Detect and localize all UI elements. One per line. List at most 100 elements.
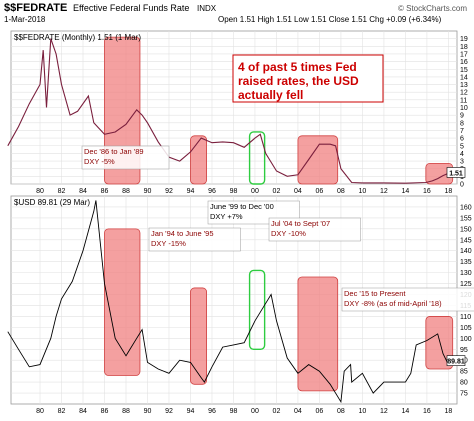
annotation-text: DXY -5% — [84, 157, 115, 166]
last-value-badge — [446, 167, 466, 178]
top-panel-legend: $$FEDRATE (Monthly) 1.51 (1 Mar) — [14, 33, 141, 42]
x-tick-label: 12 — [380, 188, 388, 195]
y-tick-label: 5 — [460, 143, 464, 150]
x-tick-label: 98 — [230, 188, 238, 195]
callout-text: 4 of past 5 times Fed — [238, 60, 357, 74]
x-tick-label: 82 — [58, 408, 66, 415]
x-tick-label: 84 — [79, 188, 87, 195]
x-tick-label: 10 — [359, 408, 367, 415]
y-tick-label: 105 — [460, 325, 472, 332]
x-tick-label: 90 — [144, 408, 152, 415]
x-tick-label: 90 — [144, 188, 152, 195]
annotation-box — [341, 287, 474, 312]
last-value-badge — [446, 355, 466, 366]
x-tick-label: 06 — [316, 408, 324, 415]
annotation-text: Jul '04 to Sept '07 — [271, 219, 330, 228]
header-exchange: INDX — [197, 4, 217, 13]
y-tick-label: 9 — [460, 113, 464, 120]
x-tick-label: 02 — [273, 408, 281, 415]
header-date: 1-Mar-2018 — [4, 15, 46, 24]
y-tick-label: 19 — [460, 36, 468, 43]
x-tick-label: 12 — [380, 408, 388, 415]
x-tick-label: 10 — [359, 188, 367, 195]
callout-text: raised rates, the USD — [238, 74, 359, 88]
x-tick-label: 98 — [230, 408, 238, 415]
x-tick-label: 16 — [423, 188, 431, 195]
annotation-box — [268, 217, 361, 242]
y-tick-label: 160 — [460, 204, 472, 211]
annotation-box — [148, 227, 241, 252]
annotation-text: DXY +7% — [210, 212, 243, 221]
series-layer — [7, 38, 452, 404]
y-tick-label: 75 — [460, 391, 468, 398]
annotation-box — [81, 145, 170, 170]
callout-box — [232, 54, 384, 103]
x-tick-label: 92 — [165, 408, 173, 415]
header-quote: Open 1.51 High 1.51 Low 1.51 Close 1.51 … — [218, 15, 442, 24]
x-tick-label: 04 — [294, 188, 302, 195]
y-tick-label: 130 — [460, 270, 472, 277]
y-tick-label: 85 — [460, 369, 468, 376]
y-tick-label: 8 — [460, 120, 464, 127]
y-tick-label: 7 — [460, 128, 464, 135]
annotation-text: Dec '86 to Jan '89 — [84, 147, 144, 156]
y-tick-label: 17 — [460, 51, 468, 58]
y-tick-label: 100 — [460, 336, 472, 343]
y-tick-label: 155 — [460, 215, 472, 222]
y-tick-label: 6 — [460, 136, 464, 143]
annotation-text: June '99 to Dec '00 — [210, 202, 274, 211]
y-tick-label: 12 — [460, 90, 468, 97]
last-value-label: 89.81 — [447, 359, 465, 366]
annotation-text: Jan '94 to June '95 — [151, 229, 214, 238]
y-tick-label: 10 — [460, 105, 468, 112]
fedrate-line — [7, 38, 451, 184]
x-tick-label: 00 — [251, 408, 259, 415]
highlight-box — [190, 135, 207, 185]
x-tick-label: 14 — [402, 408, 410, 415]
x-tick-label: 18 — [445, 408, 453, 415]
x-tick-label: 94 — [187, 188, 195, 195]
x-tick-label: 08 — [337, 408, 345, 415]
copyright-text: © StockCharts.com — [398, 4, 467, 13]
highlight-box — [425, 316, 454, 370]
y-tick-label: 14 — [460, 74, 468, 81]
annotation-text: DXY -15% — [151, 239, 186, 248]
highlight-box — [248, 131, 266, 185]
y-tick-label: 16 — [460, 59, 468, 66]
bottom-panel-legend: $USD 89.81 (29 Mar) — [14, 198, 90, 207]
highlight-box — [104, 228, 141, 376]
last-value-label: 1.51 — [449, 170, 463, 177]
highlight-box — [248, 269, 266, 350]
annotation-text: Dec '15 to Present — [344, 289, 406, 298]
x-tick-label: 14 — [402, 188, 410, 195]
x-tick-label: 04 — [294, 408, 302, 415]
y-tick-label: 125 — [460, 281, 472, 288]
header-symbol: $$FEDRATE — [4, 2, 67, 14]
y-tick-label: 80 — [460, 380, 468, 387]
y-tick-label: 140 — [460, 248, 472, 255]
x-tick-label: 86 — [101, 188, 109, 195]
x-tick-label: 94 — [187, 408, 195, 415]
y-tick-label: 18 — [460, 44, 468, 51]
x-tick-label: 96 — [208, 408, 216, 415]
x-tick-label: 96 — [208, 188, 216, 195]
y-tick-label: 15 — [460, 67, 468, 74]
x-tick-label: 92 — [165, 188, 173, 195]
annotation-text: DXY -8% (as of mid-April '18) — [344, 299, 442, 308]
y-tick-label: 3 — [460, 159, 464, 166]
x-tick-label: 18 — [445, 188, 453, 195]
y-tick-label: 150 — [460, 226, 472, 233]
y-tick-label: 135 — [460, 259, 472, 266]
x-tick-label: 80 — [36, 188, 44, 195]
x-tick-label: 02 — [273, 188, 281, 195]
x-tick-label: 82 — [58, 188, 66, 195]
y-tick-label: 11 — [460, 97, 467, 104]
x-tick-label: 08 — [337, 188, 345, 195]
y-tick-label: 95 — [460, 347, 468, 354]
y-tick-label: 4 — [460, 151, 464, 158]
annotation-text: DXY -10% — [271, 229, 306, 238]
usd-line — [7, 200, 452, 404]
